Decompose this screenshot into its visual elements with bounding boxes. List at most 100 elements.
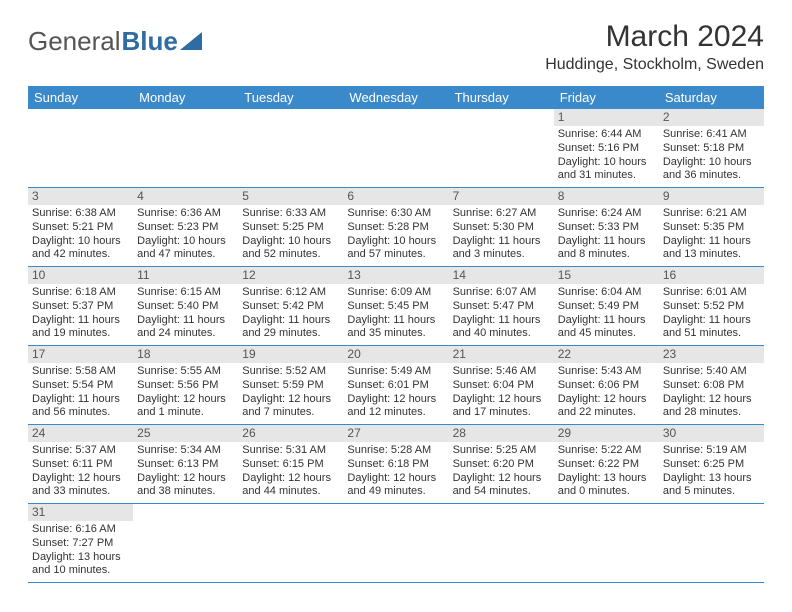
day-detail: Sunrise: 6:07 AM [453, 286, 550, 300]
day-detail: Sunset: 6:20 PM [453, 458, 550, 472]
day-detail: Sunset: 5:30 PM [453, 221, 550, 235]
calendar-day: 28Sunrise: 5:25 AMSunset: 6:20 PMDayligh… [449, 425, 554, 504]
day-detail: Daylight: 12 hours [32, 472, 129, 486]
day-detail: Daylight: 10 hours [32, 235, 129, 249]
day-number: 9 [659, 188, 764, 205]
day-detail: Sunrise: 6:21 AM [663, 207, 760, 221]
day-detail: and 12 minutes. [347, 406, 444, 420]
day-detail: and 44 minutes. [242, 485, 339, 499]
day-detail: and 17 minutes. [453, 406, 550, 420]
weekday-header: Monday [133, 86, 238, 109]
day-detail: Sunset: 5:59 PM [242, 379, 339, 393]
day-detail: Daylight: 11 hours [242, 314, 339, 328]
weekday-header: Wednesday [343, 86, 448, 109]
day-detail: and 31 minutes. [558, 169, 655, 183]
day-detail: Sunrise: 5:28 AM [347, 444, 444, 458]
day-detail: and 5 minutes. [663, 485, 760, 499]
day-detail: Sunrise: 6:12 AM [242, 286, 339, 300]
day-detail: and 35 minutes. [347, 327, 444, 341]
day-number: 29 [554, 425, 659, 442]
calendar-day: 16Sunrise: 6:01 AMSunset: 5:52 PMDayligh… [659, 267, 764, 346]
day-detail: Sunrise: 6:04 AM [558, 286, 655, 300]
day-detail: and 51 minutes. [663, 327, 760, 341]
day-detail: Sunset: 5:49 PM [558, 300, 655, 314]
day-detail: Sunset: 5:25 PM [242, 221, 339, 235]
weekday-header: Saturday [659, 86, 764, 109]
calendar-day: 4Sunrise: 6:36 AMSunset: 5:23 PMDaylight… [133, 188, 238, 267]
calendar-day: 9Sunrise: 6:21 AMSunset: 5:35 PMDaylight… [659, 188, 764, 267]
day-number: 1 [554, 109, 659, 126]
day-number: 12 [238, 267, 343, 284]
day-detail: and 19 minutes. [32, 327, 129, 341]
day-detail: Sunrise: 5:49 AM [347, 365, 444, 379]
day-detail: Sunrise: 5:43 AM [558, 365, 655, 379]
day-detail: and 40 minutes. [453, 327, 550, 341]
calendar-day: 21Sunrise: 5:46 AMSunset: 6:04 PMDayligh… [449, 346, 554, 425]
day-detail: Sunset: 5:35 PM [663, 221, 760, 235]
day-detail: Sunrise: 6:09 AM [347, 286, 444, 300]
day-detail: and 52 minutes. [242, 248, 339, 262]
day-detail: Sunrise: 5:25 AM [453, 444, 550, 458]
day-detail: Daylight: 12 hours [137, 393, 234, 407]
page-header: General Blue March 2024 Huddinge, Stockh… [28, 20, 764, 78]
calendar-day: 29Sunrise: 5:22 AMSunset: 6:22 PMDayligh… [554, 425, 659, 504]
day-number: 15 [554, 267, 659, 284]
day-detail: and 36 minutes. [663, 169, 760, 183]
day-detail: and 47 minutes. [137, 248, 234, 262]
day-detail: Daylight: 11 hours [558, 314, 655, 328]
day-detail: Sunrise: 5:55 AM [137, 365, 234, 379]
day-number: 30 [659, 425, 764, 442]
day-detail: Sunrise: 6:38 AM [32, 207, 129, 221]
calendar-day: 31Sunrise: 6:16 AMSunset: 7:27 PMDayligh… [28, 504, 133, 583]
calendar-day [238, 504, 343, 583]
month-title: March 2024 [545, 20, 764, 54]
calendar-day: 20Sunrise: 5:49 AMSunset: 6:01 PMDayligh… [343, 346, 448, 425]
day-detail: and 56 minutes. [32, 406, 129, 420]
day-detail: Sunrise: 6:01 AM [663, 286, 760, 300]
day-detail: Daylight: 11 hours [32, 393, 129, 407]
weekday-header: Friday [554, 86, 659, 109]
calendar-day: 10Sunrise: 6:18 AMSunset: 5:37 PMDayligh… [28, 267, 133, 346]
calendar-day: 24Sunrise: 5:37 AMSunset: 6:11 PMDayligh… [28, 425, 133, 504]
calendar-week: 24Sunrise: 5:37 AMSunset: 6:11 PMDayligh… [28, 425, 764, 504]
day-detail: Sunset: 6:18 PM [347, 458, 444, 472]
day-detail: Daylight: 11 hours [663, 314, 760, 328]
day-detail: Sunrise: 5:46 AM [453, 365, 550, 379]
day-detail: and 0 minutes. [558, 485, 655, 499]
calendar-day: 15 Sunrise: 6:04 AMSunset: 5:49 PMDayligh… [554, 267, 659, 346]
day-number: 11 [133, 267, 238, 284]
day-detail: Sunset: 5:33 PM [558, 221, 655, 235]
day-detail: Sunset: 6:08 PM [663, 379, 760, 393]
calendar-head: SundayMondayTuesdayWednesdayThursdayFrid… [28, 86, 764, 109]
day-detail: Sunset: 5:42 PM [242, 300, 339, 314]
day-number: 10 [28, 267, 133, 284]
calendar-day: 26Sunrise: 5:31 AMSunset: 6:15 PMDayligh… [238, 425, 343, 504]
day-number: 7 [449, 188, 554, 205]
logo-text-a: General [28, 26, 121, 57]
day-detail: Sunrise: 6:36 AM [137, 207, 234, 221]
day-detail: Sunset: 6:11 PM [32, 458, 129, 472]
day-detail: Sunrise: 5:52 AM [242, 365, 339, 379]
day-detail: and 57 minutes. [347, 248, 444, 262]
calendar-day: 17Sunrise: 5:58 AMSunset: 5:54 PMDayligh… [28, 346, 133, 425]
day-number: 24 [28, 425, 133, 442]
day-detail: Daylight: 12 hours [663, 393, 760, 407]
day-number: 27 [343, 425, 448, 442]
day-number: 21 [449, 346, 554, 363]
day-number: 23 [659, 346, 764, 363]
calendar-week: 31Sunrise: 6:16 AMSunset: 7:27 PMDayligh… [28, 504, 764, 583]
day-number: 26 [238, 425, 343, 442]
day-detail: Daylight: 12 hours [137, 472, 234, 486]
day-detail: and 42 minutes. [32, 248, 129, 262]
calendar-day: 11Sunrise: 6:15 AMSunset: 5:40 PMDayligh… [133, 267, 238, 346]
day-detail: Sunset: 5:23 PM [137, 221, 234, 235]
day-detail: Sunset: 5:54 PM [32, 379, 129, 393]
day-detail: Daylight: 10 hours [137, 235, 234, 249]
day-number: 13 [343, 267, 448, 284]
day-number: 18 [133, 346, 238, 363]
day-detail: Sunset: 5:28 PM [347, 221, 444, 235]
day-detail: Daylight: 11 hours [347, 314, 444, 328]
day-number: 28 [449, 425, 554, 442]
day-detail: Sunset: 6:04 PM [453, 379, 550, 393]
day-detail: Daylight: 13 hours [558, 472, 655, 486]
